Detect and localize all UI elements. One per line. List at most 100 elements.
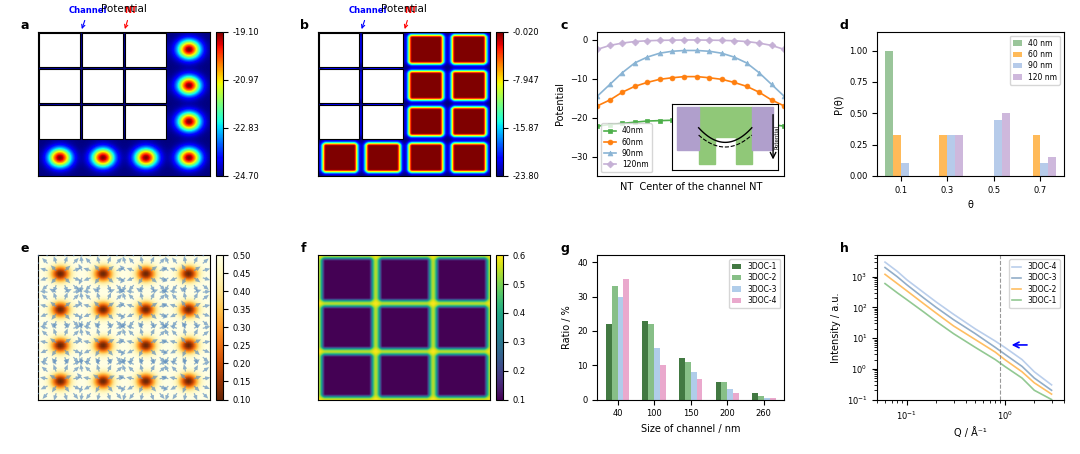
3DOC-1 [1015,375,1028,381]
40nm [765,122,778,127]
120nm [629,39,642,44]
90nm [765,82,778,87]
90nm [678,48,691,53]
3DOC-3 [891,274,904,280]
90nm [640,54,653,60]
3DOC-2 [998,357,1011,362]
3DOC-4 [989,338,1002,344]
Bar [362,69,403,103]
40nm [753,121,766,126]
Legend: 3DOC-4, 3DOC-3, 3DOC-2, 3DOC-1: 3DOC-4, 3DOC-3, 3DOC-2, 3DOC-1 [1009,259,1059,308]
X-axis label: Size of channel / nm: Size of channel / nm [640,424,741,434]
Text: NT: NT [124,6,137,28]
Bar [679,358,685,400]
120nm [703,37,716,43]
Text: NT: NT [404,6,417,28]
3DOC-2 [1015,369,1028,375]
Bar [691,372,697,400]
120nm [740,39,753,44]
60nm [629,84,642,89]
3DOC-2 [930,311,943,316]
Bar [319,105,360,139]
Line: 60nm: 60nm [595,74,786,108]
90nm [778,94,791,99]
Line: 3DOC-2: 3DOC-2 [885,274,1052,394]
60nm [765,97,778,103]
Bar [82,105,123,139]
3DOC-2 [947,323,960,329]
3DOC-4 [878,259,891,265]
Y-axis label: Intensity / a.u.: Intensity / a.u. [832,292,841,363]
90nm [629,60,642,66]
90nm [604,82,617,87]
90nm [740,60,753,66]
Bar [770,399,775,400]
90nm [665,49,678,54]
3DOC-4 [930,299,943,305]
Text: d: d [840,19,849,32]
40nm [678,117,691,123]
3DOC-2 [878,271,891,277]
Legend: 40nm, 60nm, 90nm, 120nm: 40nm, 60nm, 90nm, 120nm [602,123,651,172]
Text: Channel: Channel [349,6,387,28]
Bar [764,398,770,400]
Bar [82,69,123,103]
Y-axis label: P(θ): P(θ) [834,94,843,114]
Text: a: a [21,19,29,32]
40nm [591,123,604,129]
120nm [753,40,766,46]
Bar [733,393,739,400]
Bar [940,134,947,176]
3DOC-1 [989,357,1002,362]
Bar [758,396,764,400]
Bar [1002,114,1010,176]
60nm [753,89,766,95]
3DOC-3 [930,305,943,310]
40nm [653,118,666,123]
60nm [653,77,666,82]
120nm [665,37,678,43]
3DOC-3 [901,282,914,287]
3DOC-2 [1045,391,1058,397]
90nm [753,70,766,75]
Bar [1049,157,1056,176]
Legend: 3DOC-1, 3DOC-2, 3DOC-3, 3DOC-4: 3DOC-1, 3DOC-2, 3DOC-3, 3DOC-4 [729,259,780,308]
Bar [623,279,630,400]
3DOC-2 [989,350,1002,355]
Bar [721,382,727,400]
3DOC-3 [1045,388,1058,393]
40nm [640,118,653,124]
40nm [740,119,753,125]
3DOC-3 [998,351,1011,357]
Bar [752,393,758,400]
40nm [629,119,642,125]
Y-axis label: Potential: Potential [554,82,565,125]
3DOC-4 [1015,357,1028,362]
3DOC-1 [998,364,1011,369]
Text: b: b [300,19,309,32]
X-axis label: Q / Å⁻¹: Q / Å⁻¹ [954,427,987,438]
Line: 3DOC-1: 3DOC-1 [885,284,1052,400]
Text: g: g [561,242,569,256]
Bar [1032,134,1040,176]
3DOC-4 [947,311,960,317]
3DOC-3 [989,345,1002,350]
3DOC-3 [1028,375,1041,381]
Bar [947,134,955,176]
3DOC-1 [947,331,960,336]
60nm [690,74,703,79]
120nm [640,38,653,44]
3DOC-1 [878,281,891,286]
Bar [606,324,611,400]
60nm [703,75,716,80]
3DOC-3 [969,331,982,336]
3DOC-1 [1045,397,1058,402]
Bar [39,105,80,139]
Bar [618,296,623,400]
90nm [591,94,604,99]
Bar [697,379,702,400]
Line: 3DOC-3: 3DOC-3 [885,267,1052,390]
Text: Channel: Channel [69,6,107,28]
120nm [715,38,728,43]
Text: e: e [21,242,29,256]
